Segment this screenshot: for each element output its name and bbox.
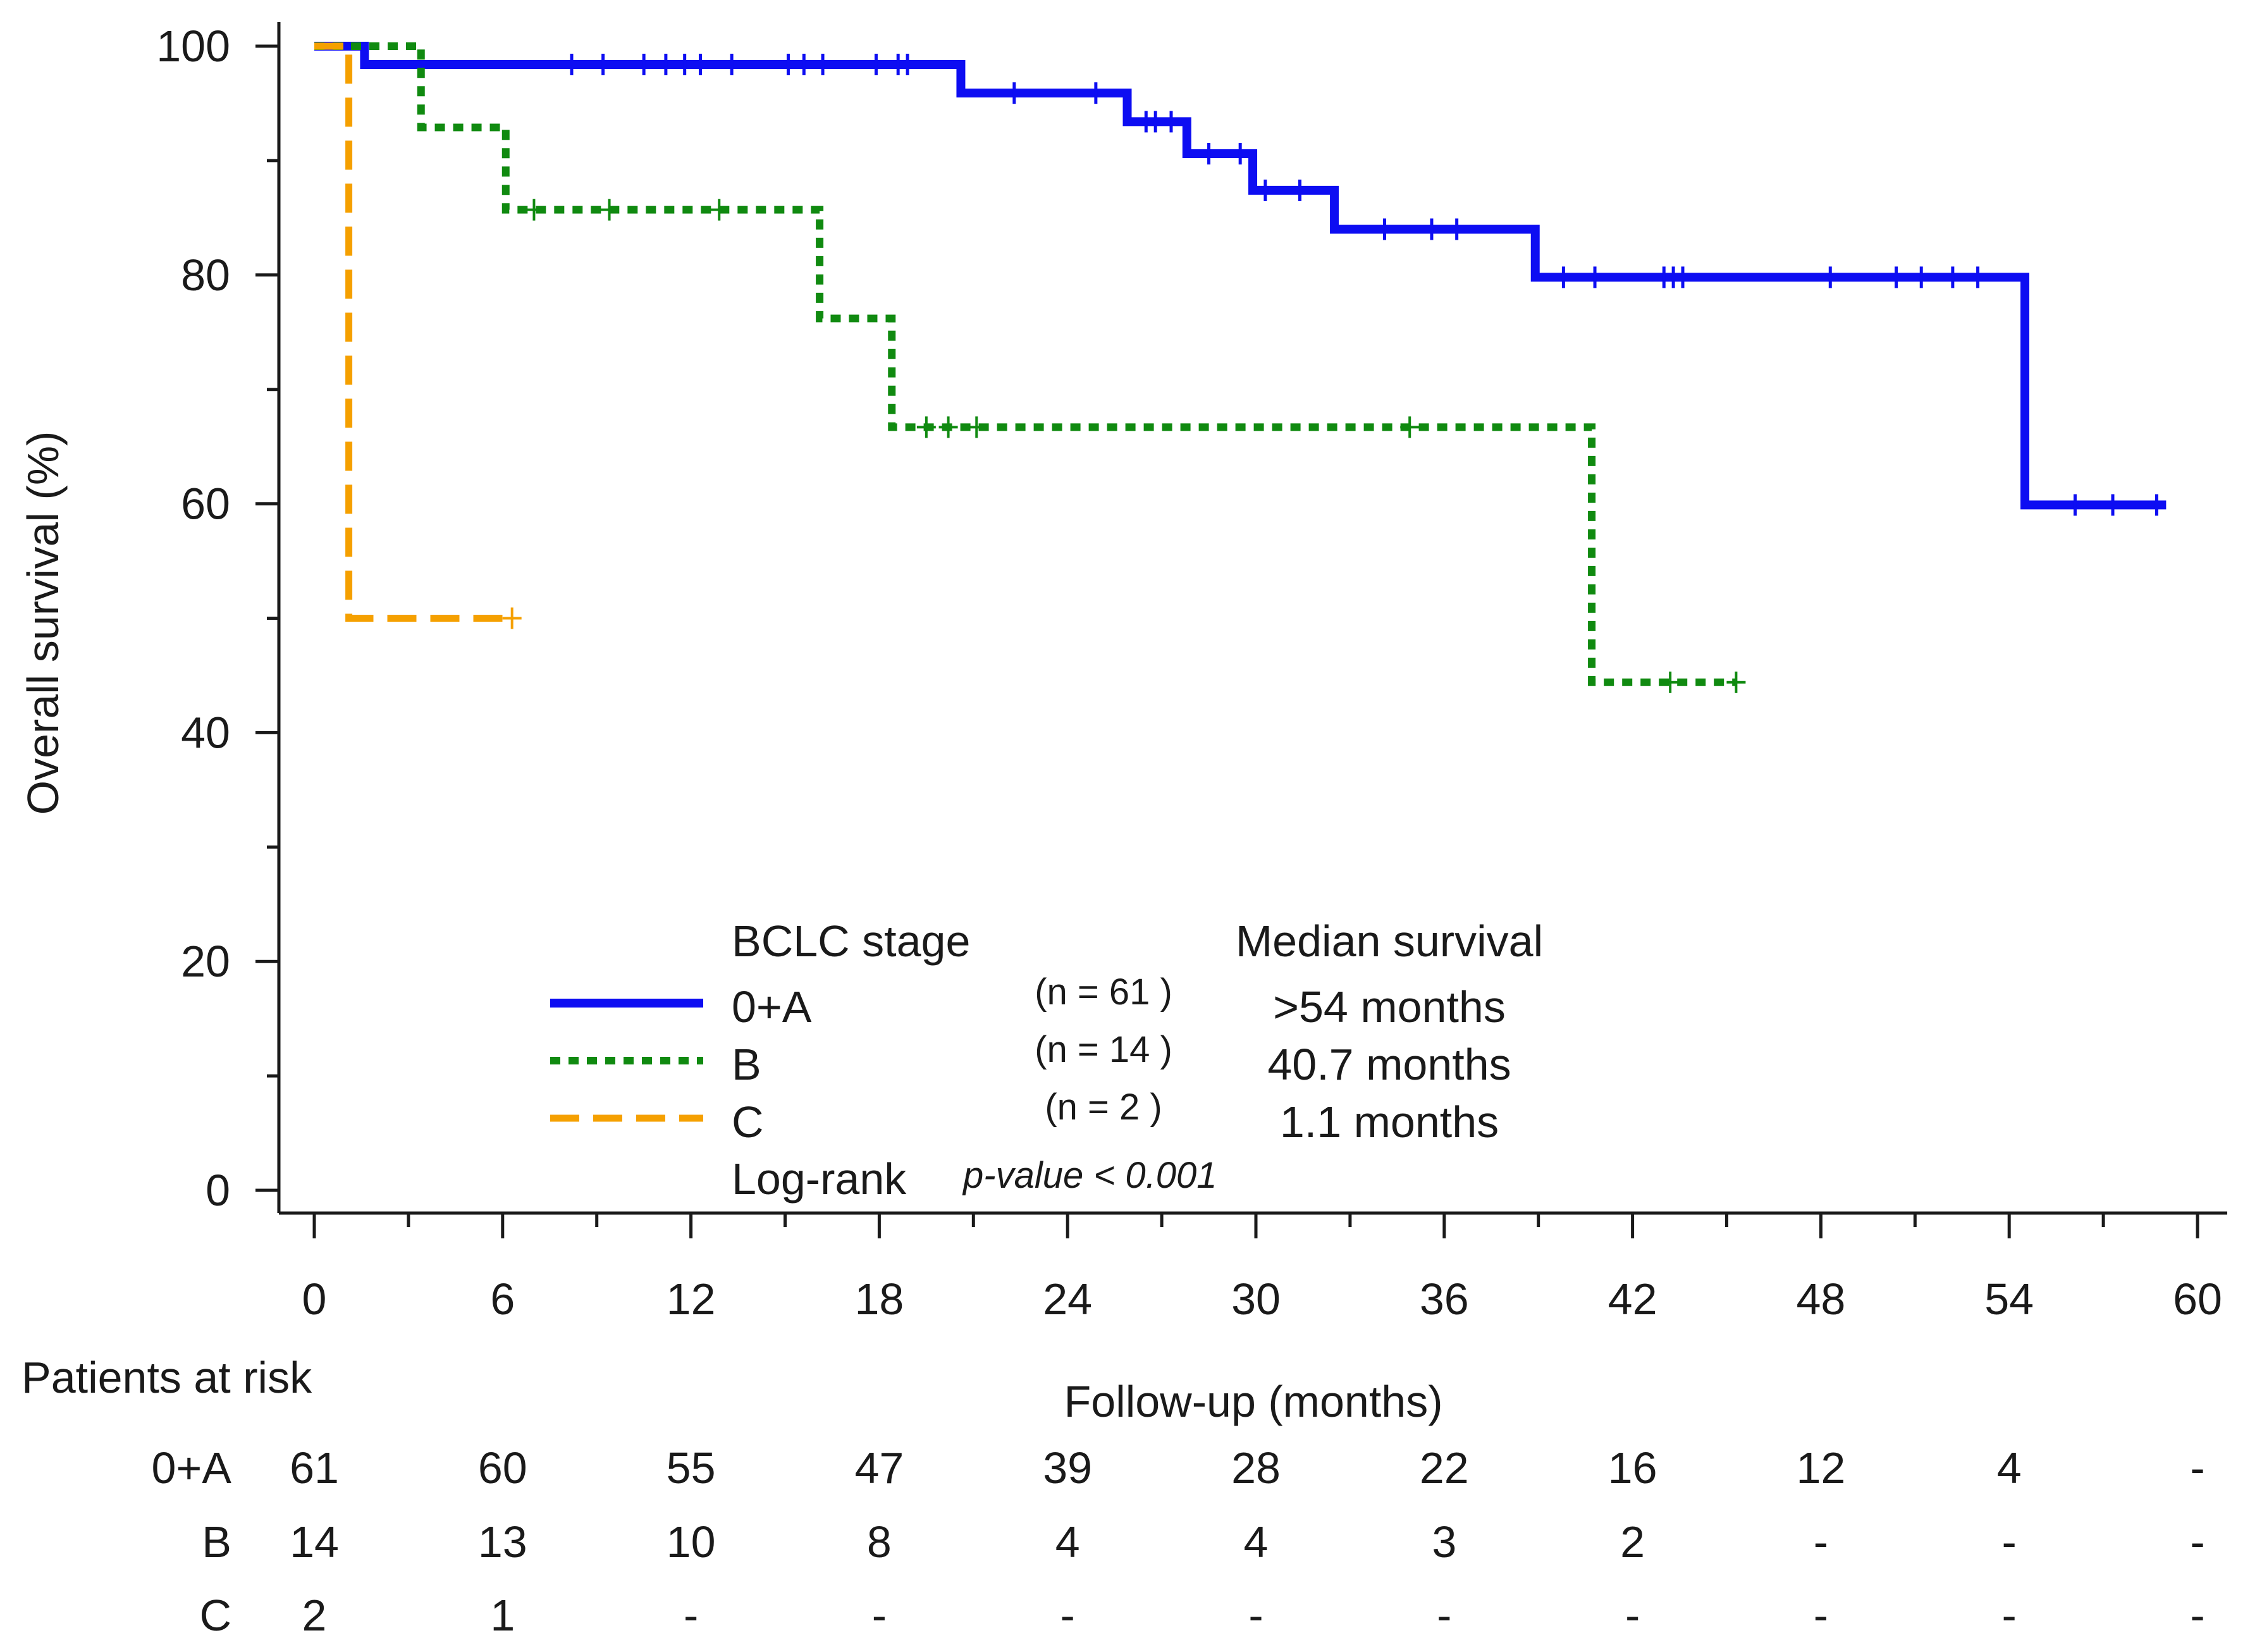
risk-table-title: Patients at risk — [22, 1353, 312, 1402]
censor-marks — [502, 53, 2158, 693]
legend-median-header: Median survival — [1236, 916, 1543, 966]
risk-cell: 1 — [490, 1591, 515, 1640]
risk-cell: 60 — [478, 1443, 527, 1493]
y-tick-label: 60 — [181, 479, 230, 529]
legend-median: 40.7 months — [1267, 1040, 1511, 1089]
risk-cell: 12 — [1796, 1443, 1845, 1493]
legend-median: >54 months — [1273, 982, 1506, 1032]
survival-curves — [314, 42, 2167, 686]
risk-row-label: C — [199, 1591, 231, 1640]
y-tick-label: 100 — [156, 22, 230, 71]
y-axis-label: Overall survival (%) — [18, 431, 68, 815]
risk-cell: - — [1060, 1591, 1075, 1640]
legend-n-label: (n = 2 ) — [1045, 1087, 1162, 1128]
logrank-label: Log-rank — [732, 1154, 907, 1204]
chart-axes — [277, 22, 2227, 1215]
risk-rows: 0+A 61 60 55 47 39 28 22 16 12 4 - B 14 13 10 8 4 4 3 2 - - - C 2… — [152, 1443, 2205, 1640]
legend-title: BCLC stage — [732, 916, 970, 966]
risk-cell: 16 — [1608, 1443, 1657, 1493]
x-tick-label: 30 — [1231, 1274, 1281, 1324]
risk-cell: - — [872, 1591, 887, 1640]
risk-cell: 4 — [1997, 1443, 2022, 1493]
legend-median: 1.1 months — [1280, 1097, 1499, 1147]
risk-cell: - — [2190, 1591, 2204, 1640]
x-tick-label: 60 — [2173, 1274, 2222, 1324]
x-tick-label: 42 — [1608, 1274, 1657, 1324]
legend-series-name: B — [732, 1040, 761, 1089]
risk-cell: 8 — [867, 1517, 892, 1567]
risk-cell: 14 — [290, 1517, 339, 1567]
risk-cell: - — [1814, 1517, 1828, 1567]
survival-curve-C — [314, 42, 512, 622]
legend-n-label: (n = 61 ) — [1035, 971, 1172, 1013]
legend-series-name: C — [732, 1097, 764, 1147]
y-tick-label: 40 — [181, 708, 230, 757]
x-tick-label: 36 — [1420, 1274, 1469, 1324]
risk-cell: - — [2190, 1517, 2204, 1567]
risk-cell: 55 — [667, 1443, 716, 1493]
risk-cell: - — [2190, 1443, 2204, 1493]
x-tick-label: 18 — [854, 1274, 904, 1324]
risk-cell: - — [1814, 1591, 1828, 1640]
risk-cell: 2 — [302, 1591, 327, 1640]
risk-cell: 61 — [290, 1443, 339, 1493]
x-tick-label: 48 — [1796, 1274, 1845, 1324]
risk-cell: 4 — [1244, 1517, 1269, 1567]
x-ticks: 0 6 12 18 24 30 36 42 48 54 60 — [302, 1213, 2222, 1324]
pvalue-label: p-value < 0.001 — [962, 1155, 1217, 1196]
legend-rows: 0+A (n = 61 ) >54 months B (n = 14 ) 40.7 mon… — [550, 971, 1511, 1147]
risk-cell: - — [2002, 1591, 2017, 1640]
risk-cell: - — [684, 1591, 698, 1640]
risk-cell: - — [1248, 1591, 1263, 1640]
risk-cell: 3 — [1432, 1517, 1456, 1567]
risk-cell: 13 — [478, 1517, 527, 1567]
risk-cell: 47 — [854, 1443, 904, 1493]
x-tick-label: 54 — [1984, 1274, 2034, 1324]
risk-cell: - — [2002, 1517, 2017, 1567]
risk-cell: - — [1625, 1591, 1640, 1640]
legend-series-name: 0+A — [732, 982, 812, 1032]
y-tick-label: 20 — [181, 937, 230, 986]
y-ticks: 0 20 40 60 80 100 — [156, 22, 279, 1215]
risk-cell: 28 — [1231, 1443, 1281, 1493]
x-tick-label: 0 — [302, 1274, 327, 1324]
y-tick-label: 0 — [206, 1166, 230, 1215]
survival-curve-B — [314, 42, 1737, 686]
risk-cell: 22 — [1420, 1443, 1469, 1493]
y-tick-label: 80 — [181, 250, 230, 300]
risk-row-label: 0+A — [152, 1443, 232, 1493]
risk-cell: 4 — [1055, 1517, 1080, 1567]
x-tick-label: 12 — [667, 1274, 716, 1324]
risk-table: Patients at risk 0+A 61 60 55 47 39 28 22 16 12 4-… — [22, 1353, 2205, 1640]
legend-n-label: (n = 14 ) — [1035, 1029, 1172, 1070]
legend: BCLC stage Median survival 0+A (n = 61 ) >… — [550, 916, 1543, 1204]
risk-cell: 39 — [1043, 1443, 1092, 1493]
risk-cell: 10 — [667, 1517, 716, 1567]
x-tick-label: 24 — [1043, 1274, 1092, 1324]
x-tick-label: 6 — [490, 1274, 515, 1324]
survival-curve-0A — [314, 42, 2167, 510]
x-axis-label: Follow-up (months) — [1064, 1377, 1442, 1426]
risk-row-label: B — [202, 1517, 231, 1567]
risk-cell: - — [1437, 1591, 1451, 1640]
risk-cell: 2 — [1620, 1517, 1645, 1567]
